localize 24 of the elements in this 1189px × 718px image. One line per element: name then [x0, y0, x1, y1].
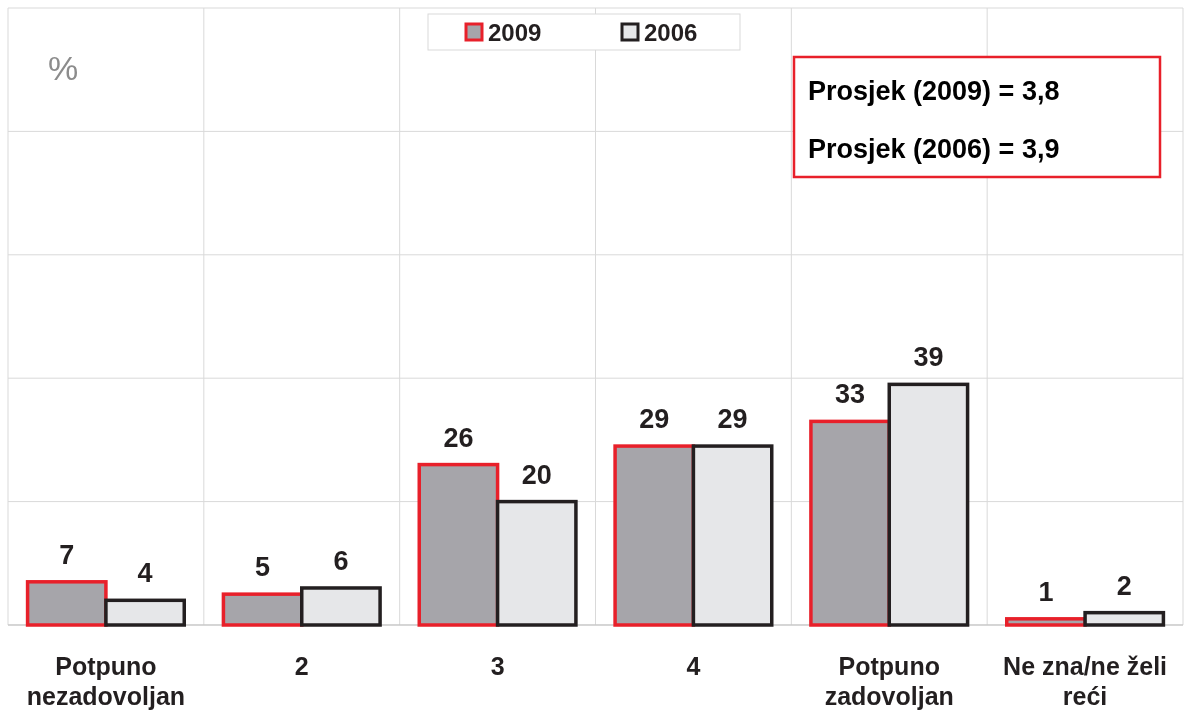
data-label: 29: [639, 404, 670, 435]
data-label: 33: [835, 379, 866, 410]
x-tick-label: 3: [490, 652, 505, 680]
data-label: 2: [1116, 570, 1132, 601]
data-label: 7: [59, 539, 75, 570]
x-tick-label: 2: [294, 652, 309, 680]
data-label: 26: [443, 422, 474, 453]
annotation: Prosjek (2006) = 3,9: [808, 134, 1060, 164]
legend-label: 2009: [488, 19, 542, 46]
data-label: 5: [255, 552, 271, 583]
x-tick-label: Ne zna/ne želi reći: [1003, 652, 1168, 710]
data-label: 6: [333, 545, 349, 576]
annotation: Prosjek (2009) = 3,8: [808, 76, 1060, 106]
legend-label: 2006: [644, 19, 698, 46]
x-tick-label: Potpuno zadovoljan: [824, 652, 954, 710]
x-tick-label: 4: [686, 652, 701, 680]
data-label: 1: [1038, 576, 1054, 607]
data-label: 4: [137, 558, 153, 589]
x-tick-label: Potpuno nezadovoljan: [26, 652, 186, 710]
data-label: 20: [521, 459, 552, 490]
data-label: 39: [913, 342, 944, 373]
data-label: 29: [717, 404, 748, 435]
y-axis-title: %: [48, 49, 79, 87]
note-box: Prosjek (2009) = 3,8 Prosjek (2006) = 3,9: [792, 55, 1162, 179]
